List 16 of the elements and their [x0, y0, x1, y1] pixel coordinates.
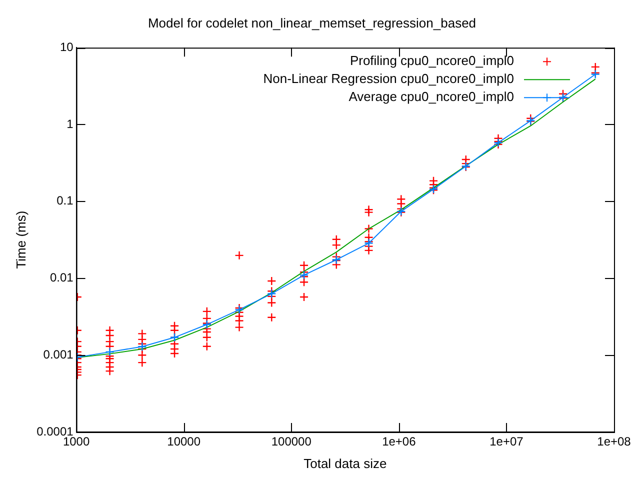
- legend-label: Average cpu0_ncore0_impl0: [348, 89, 514, 104]
- y-tick-label: 0.001: [43, 347, 74, 362]
- y-axis-title: Time (ms): [13, 210, 28, 269]
- y-tick-label: 1: [66, 116, 74, 131]
- x-tick-label: 1e+07: [490, 434, 524, 449]
- x-tick-label: 1e+08: [597, 434, 632, 449]
- x-tick-label: 1e+06: [382, 434, 416, 449]
- y-tick-label: 10: [60, 40, 74, 54]
- y-tick-label: 0.1: [56, 194, 74, 208]
- x-axis-title: Total data size: [304, 456, 387, 471]
- x-tick-label: 10000: [167, 434, 201, 449]
- y-tick-label: 0.01: [50, 270, 74, 285]
- chart-title: Model for codelet non_linear_memset_regression_based: [148, 15, 476, 30]
- legend-label: Profiling cpu0_ncore0_impl0: [350, 53, 514, 68]
- legend-label: Non-Linear Regression cpu0_ncore0_impl0: [263, 71, 514, 86]
- x-tick-label: 100000: [271, 434, 312, 449]
